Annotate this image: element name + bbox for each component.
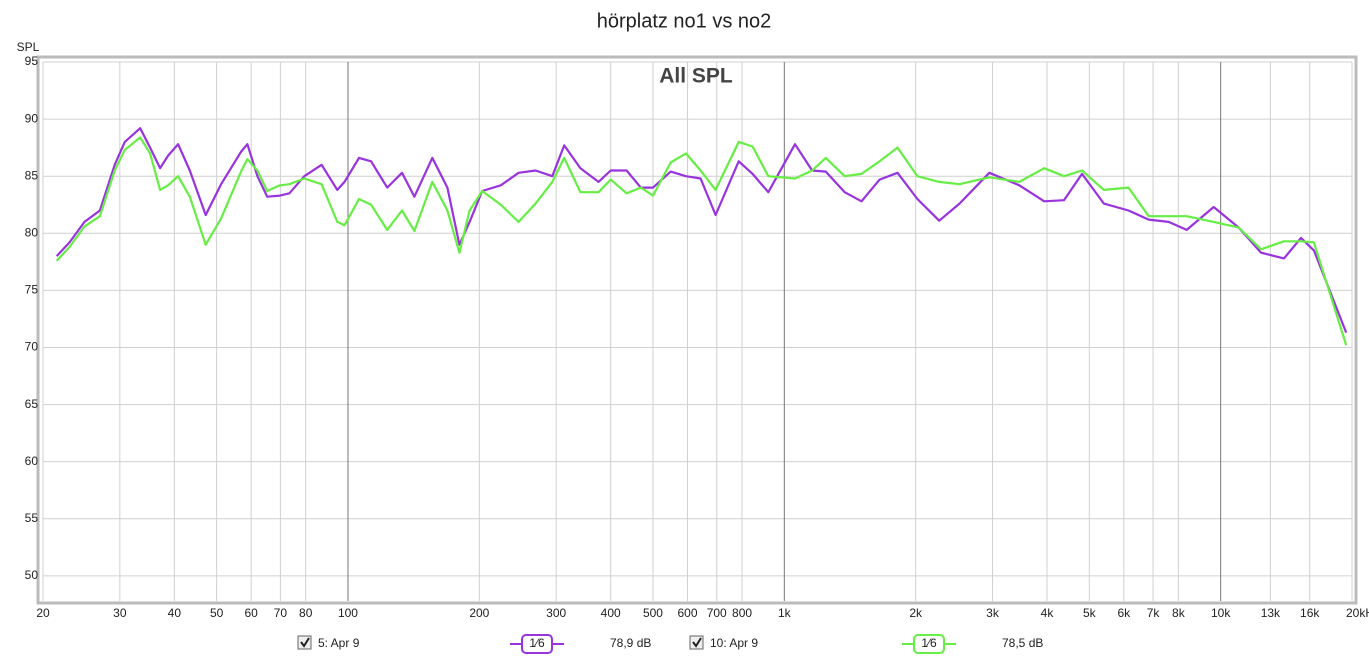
legend-smoothing-box[interactable]: [913, 634, 945, 654]
annotation: All SPL: [659, 65, 733, 88]
legend: 5: Apr 9 1⁄6 78,9 dB 10: Apr 9 1⁄6 78,5 dB: [297, 634, 1043, 654]
y-tick-label: 55: [25, 511, 39, 525]
x-tick-label: 700: [707, 606, 727, 620]
x-tick-label: 6k: [1118, 606, 1132, 620]
x-tick-label: 5k: [1083, 606, 1097, 620]
legend-check: [692, 637, 702, 648]
x-tick-label: 60: [245, 606, 259, 620]
lines: [55, 127, 1348, 346]
y-tick-label: 95: [25, 54, 39, 68]
x-tick-label: 500: [643, 606, 663, 620]
x-tick-label: 20kHz: [1346, 606, 1369, 620]
y-axis-label: SPL: [17, 40, 40, 54]
legend-smoothing: 1⁄6: [529, 636, 545, 650]
legend-level: 78,5 dB: [1002, 636, 1043, 650]
y-tick-label: 60: [25, 454, 39, 468]
chart-title: hörplatz no1 vs no2: [597, 10, 772, 32]
legend-smoothing: 1⁄6: [921, 636, 937, 650]
x-tick-label: 800: [732, 606, 752, 620]
x-tick-label: 600: [678, 606, 698, 620]
y-tick-label: 75: [25, 283, 39, 297]
x-tick-label: 4k: [1041, 606, 1055, 620]
x-tick-label: 200: [469, 606, 489, 620]
series-line: [55, 136, 1348, 346]
x-tick-label: 13k: [1261, 606, 1281, 620]
x-tick-label: 3k: [986, 606, 1000, 620]
y-tick-label: 50: [25, 568, 39, 582]
x-tick-label: 100: [338, 606, 358, 620]
x-tick-label: 50: [210, 606, 224, 620]
x-tick-label: 16k: [1300, 606, 1320, 620]
x-tick-label: 10k: [1211, 606, 1231, 620]
x-tick-label: 8k: [1172, 606, 1186, 620]
y-tick-label: 90: [25, 111, 39, 125]
x-tick-label: 7k: [1147, 606, 1161, 620]
series-line: [55, 127, 1348, 334]
x-tick-label: 70: [274, 606, 288, 620]
legend-level: 78,9 dB: [610, 636, 651, 650]
legend-label: 10: Apr 9: [710, 636, 758, 650]
legend-label: 5: Apr 9: [318, 636, 360, 650]
legend-check: [300, 637, 310, 648]
x-tick-label: 40: [168, 606, 182, 620]
x-tick-label: 2k: [909, 606, 923, 620]
y-tick-label: 80: [25, 225, 39, 239]
x-tick-label: 80: [299, 606, 313, 620]
y-tick-label: 70: [25, 340, 39, 354]
x-tick-label: 300: [546, 606, 566, 620]
plot-frame: [36, 55, 1358, 605]
x-tick-label: 20: [36, 606, 50, 620]
x-tick-label: 400: [601, 606, 621, 620]
x-tick-label: 30: [113, 606, 127, 620]
legend-smoothing-box[interactable]: [521, 634, 553, 654]
x-tick-label: 1k: [778, 606, 792, 620]
y-tick-label: 65: [25, 397, 39, 411]
y-tick-label: 85: [25, 168, 39, 182]
